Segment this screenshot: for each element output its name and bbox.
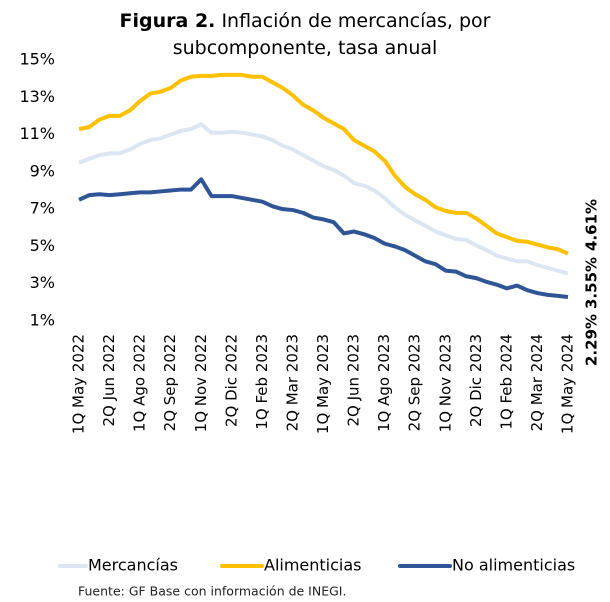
series-line	[78, 72, 569, 256]
x-tick-label: 1Q May 2023	[314, 334, 332, 434]
x-tick-label: 1Q Ago 2023	[375, 334, 393, 432]
y-tick-label: 11%	[19, 124, 55, 143]
source: Fuente: GF Base con información de INEGI…	[78, 584, 346, 599]
y-tick-label: 9%	[30, 161, 55, 180]
x-tick-label: 2Q Dic 2022	[222, 334, 240, 427]
x-tick-label: 2Q Mar 2024	[528, 334, 546, 431]
x-tick-label: 2Q Sep 2022	[161, 334, 179, 431]
x-tick-label: 2Q Mar 2023	[283, 334, 301, 431]
title-text: Inflación de mercancías, por subcomponen…	[172, 10, 491, 59]
x-tick-label: 1Q Nov 2023	[436, 334, 454, 432]
series-line	[78, 177, 569, 299]
title-label: Figura 2.	[119, 10, 216, 32]
y-tick-label: 13%	[19, 87, 55, 106]
x-tick-label: 2Q Jun 2023	[345, 334, 363, 427]
legend-label: No alimenticias	[452, 556, 575, 575]
x-tick-label: 1Q Feb 2023	[253, 334, 271, 430]
x-tick-label: 1Q May 2024	[559, 334, 577, 434]
y-tick-label: 15%	[19, 50, 55, 69]
value-label: 2.29%	[583, 314, 601, 366]
y-tick-label: 3%	[30, 273, 55, 292]
y-tick-label: 7%	[30, 199, 55, 218]
x-tick-label: 2Q Dic 2023	[467, 334, 485, 427]
x-tick-label: 2Q Sep 2023	[406, 334, 424, 431]
x-tick-label: 1Q May 2022	[70, 334, 88, 434]
x-tick-label: 1Q Nov 2022	[192, 334, 210, 432]
chart-title: Figura 2. Inflación de mercancías, por s…	[109, 8, 501, 62]
legend-label: Mercancías	[88, 556, 178, 575]
y-tick-label: 1%	[30, 311, 55, 330]
y-tick-label: 5%	[30, 236, 55, 255]
value-label: 4.61%	[583, 199, 601, 251]
series-line	[78, 122, 569, 276]
x-tick-label: 1Q Feb 2024	[497, 334, 515, 430]
x-tick-label: 2Q Jun 2022	[100, 334, 118, 427]
x-tick-label: 1Q Ago 2022	[131, 334, 149, 432]
value-label: 3.55%	[583, 257, 601, 309]
legend-label: Alimenticias	[264, 556, 362, 575]
